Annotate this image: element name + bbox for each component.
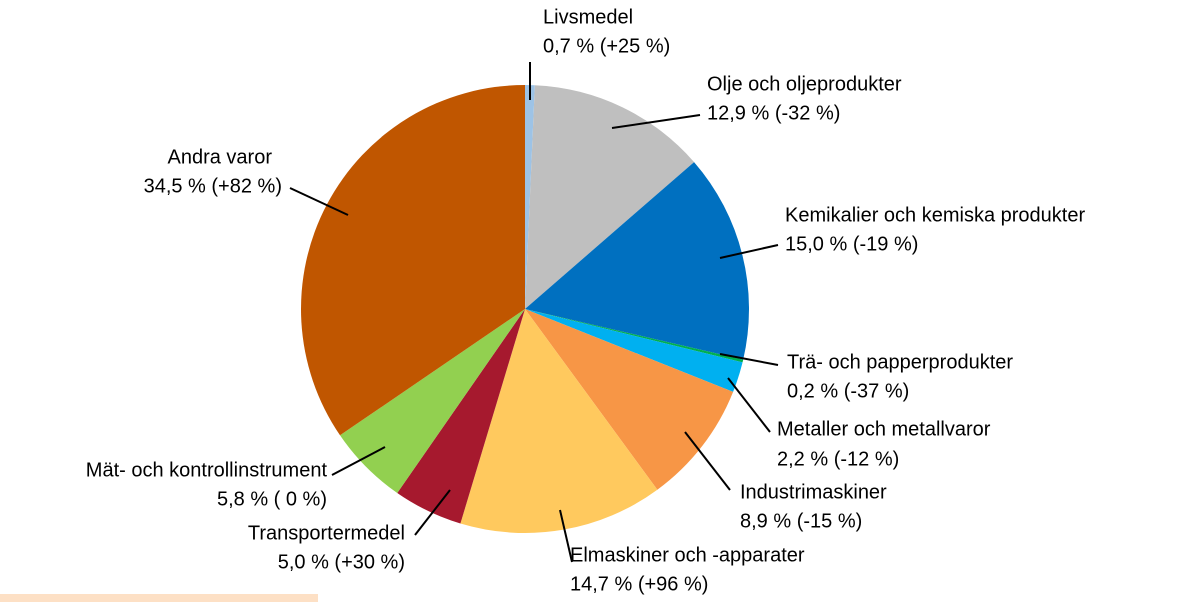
pie-slice [460,309,658,533]
slice-label: Elmaskiner och -apparater [570,544,805,566]
slice-label: Industrimaskiner [740,481,887,503]
slice-label: Metaller och metallvaror [777,418,991,440]
leader-line [684,431,731,491]
slice-label: Mät- och kontrollinstrument [86,459,328,481]
slice-label: Olje och oljeprodukter [707,73,902,95]
slice-label: Trä- och papperprodukter [787,351,1013,373]
pie-slice [397,309,525,524]
slice-label: Kemikalier och kemiska produkter [785,204,1085,226]
leader-line [719,353,779,366]
slice-label: Andra varor [168,146,273,168]
pie-slice [301,85,525,436]
value-label: 12,9 % (-32 %) [707,102,840,124]
leader-line [414,489,451,536]
slice-label: Transportermedel [248,522,405,544]
value-label: 0,2 % (-37 %) [787,380,909,402]
pie-slice [525,309,734,490]
slice-label: Livsmedel [543,6,633,28]
pie-slice [525,85,535,309]
leader-line [719,244,779,259]
value-label: 0,7 % (+25 %) [543,35,670,57]
leader-line [559,509,573,563]
leader-line [289,187,349,216]
value-label: 14,7 % (+96 %) [570,573,708,595]
pie-slice [525,309,744,363]
value-label: 5,8 % ( 0 %) [217,488,327,510]
value-label: 15,0 % (-19 %) [785,233,918,255]
value-label: 34,5 % (+82 %) [144,175,282,197]
pie-slice [340,309,525,493]
pie-slice [525,162,749,360]
leader-line [611,114,701,129]
pie-slice [525,309,743,392]
value-label: 2,2 % (-12 %) [777,448,899,470]
decor-bar [0,594,318,602]
value-label: 5,0 % (+30 %) [278,551,405,573]
leader-line [331,446,386,476]
leader-line [727,377,771,433]
pie-slice [525,85,695,309]
value-label: 8,9 % (-15 %) [740,510,862,532]
